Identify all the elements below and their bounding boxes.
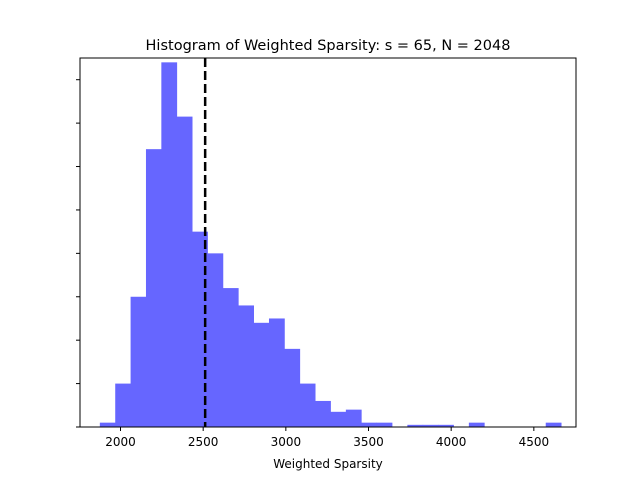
x-axis-ticks: 2000 2500 3000 3500 4000 4500 <box>105 427 549 449</box>
histogram-bar-13 <box>299 383 316 427</box>
x-tick-label-4500: 4500 <box>519 435 550 449</box>
histogram-bar-24 <box>468 422 485 427</box>
axes-frame <box>79 57 577 428</box>
histogram-bar-12 <box>284 348 301 427</box>
x-tick-label-2500: 2500 <box>188 435 219 449</box>
histogram-bar-2 <box>130 296 147 427</box>
histogram-bar-16 <box>345 409 362 427</box>
histogram-bar-20 <box>407 424 424 427</box>
histogram-bar-4 <box>161 62 178 428</box>
x-axis-label: Weighted Sparsity <box>273 457 383 471</box>
histogram-bar-1 <box>115 383 131 427</box>
x-tick-label-2000: 2000 <box>105 435 136 449</box>
histogram-bar-14 <box>315 400 331 427</box>
histogram-bar-17 <box>361 422 378 427</box>
x-tick-label-4000: 4000 <box>436 435 467 449</box>
histogram-bar-9 <box>238 305 254 427</box>
histogram-bar-22 <box>438 424 454 427</box>
histogram-bar-5 <box>176 116 193 428</box>
histogram-bar-11 <box>268 318 285 427</box>
histogram-bar-21 <box>422 424 439 427</box>
histogram-bar-29 <box>545 422 562 427</box>
y-axis-ticks <box>76 79 80 428</box>
histogram-bar-3 <box>145 149 162 427</box>
x-tick-label-3500: 3500 <box>353 435 384 449</box>
histogram-bar-10 <box>253 322 270 427</box>
histogram-bar-15 <box>330 411 347 427</box>
chart-title: Histogram of Weighted Sparsity: s = 65, … <box>146 38 511 54</box>
histogram-bar-18 <box>376 422 393 427</box>
histogram-bar-0 <box>99 422 116 427</box>
x-tick-label-3000: 3000 <box>271 435 302 449</box>
histogram-bar-8 <box>222 288 239 427</box>
histogram-bar-7 <box>207 253 224 427</box>
